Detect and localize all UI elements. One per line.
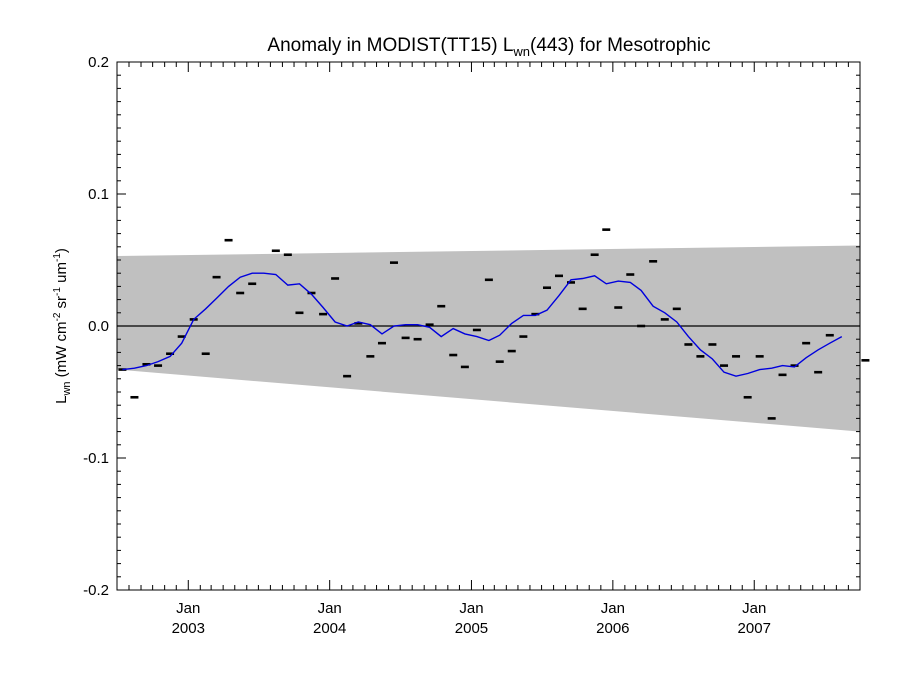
plot-frame: [116, 61, 861, 591]
y-tick-label: -0.1: [83, 450, 109, 467]
x-tick-year-label: 2007: [738, 620, 771, 637]
y-axis-label-units-mid: sr: [53, 296, 70, 313]
x-tick-year-label: 2006: [596, 620, 629, 637]
y-tick-label: 0.2: [88, 54, 109, 71]
chart-title-subscript: wn: [512, 44, 530, 59]
x-tick-month-label: Jan: [318, 600, 342, 617]
x-tick-month-label: Jan: [601, 600, 625, 617]
y-axis-label-units-open: (mW cm: [53, 322, 70, 382]
y-tick-label: 0.0: [88, 318, 109, 335]
x-axis-tick-labels: Jan 2003 Jan 2004 Jan 2005 Jan 2006 Jan 2007: [172, 600, 771, 637]
y-axis-label-sup-1: -2: [52, 312, 63, 321]
y-axis-label-sup-2: -1: [52, 287, 63, 296]
chart-title: Anomaly in MODIST(TT15) Lwn(443) for Mes…: [267, 35, 710, 59]
y-axis-label-sub: wn: [61, 381, 73, 396]
x-tick-year-label: 2003: [172, 620, 205, 637]
running-mean-line: [122, 272, 843, 377]
y-axis-label: Lwn (mW cm-2 sr-1 um-1): [52, 248, 73, 404]
plot-area: [116, 61, 870, 591]
chart-title-main: Anomaly in MODIST(TT15) L: [267, 35, 513, 56]
y-tick-label: 0.1: [88, 186, 109, 203]
chart-title-tail: (443) for Mesotrophic: [530, 35, 711, 56]
y-axis-label-sup-3: -1: [52, 253, 63, 262]
axis-ticks: [116, 61, 861, 591]
y-axis-label-units-mid2: um: [53, 262, 70, 287]
x-tick-year-label: 2004: [313, 620, 346, 637]
y-tick-label: -0.2: [83, 582, 109, 599]
x-tick-month-label: Jan: [742, 600, 766, 617]
x-tick-month-label: Jan: [176, 600, 200, 617]
y-axis-label-units-close: ): [53, 248, 70, 253]
y-axis-label-main: L: [53, 396, 70, 404]
x-tick-year-label: 2005: [455, 620, 488, 637]
y-axis-tick-labels: 0.2 0.1 0.0 -0.1 -0.2: [83, 54, 109, 599]
confidence-band: [117, 245, 860, 432]
x-tick-month-label: Jan: [459, 600, 483, 617]
